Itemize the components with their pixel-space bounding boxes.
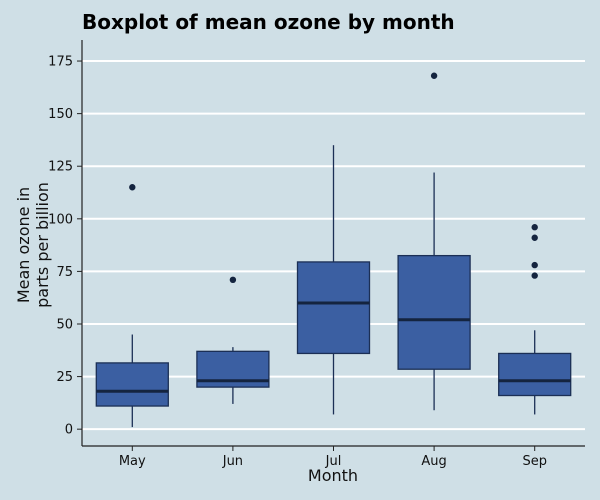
box-may [95,184,169,428]
y-axis-title-line-2: parts per billion [33,182,52,308]
box-jun [196,276,270,404]
x-tick-label: Jul [325,454,342,469]
x-tick-label: Jun [222,454,243,469]
outlier-point [531,272,538,279]
axes: 0 25 50 75 100 125 150 175 May Jun Jul Aug Sep [48,40,585,469]
outlier-point [430,72,438,79]
y-axis-title-line-1: Mean ozone in [14,187,33,303]
y-tick-label: 175 [48,55,73,70]
iqr-box [397,254,471,370]
y-tick-label: 50 [56,317,73,332]
outlier-point [531,224,538,231]
iqr-box [296,261,371,355]
x-tick-label: Aug [421,454,446,469]
x-axis-title: Month [308,466,358,485]
box-sep [498,224,572,415]
y-tick-label: 150 [48,107,73,122]
box-series [95,72,572,428]
box-jul [296,145,371,415]
box-aug [397,72,471,411]
iqr-box [95,362,169,407]
y-tick-label: 100 [48,212,73,227]
outlier-point [531,261,538,269]
y-tick-label: 75 [56,265,73,280]
outlier-point [129,184,136,191]
y-tick-label: 25 [56,370,73,385]
y-tick-label: 125 [48,160,73,175]
chart-title: Boxplot of mean ozone by month [82,10,455,34]
y-tick-label: 0 [65,423,73,438]
outlier-point [531,234,538,241]
iqr-box [498,352,572,397]
axis-labels: Month Mean ozone in parts per billion [14,182,358,485]
outlier-point [229,276,237,284]
x-tick-label: Sep [522,454,547,469]
x-tick-label: May [119,454,146,469]
